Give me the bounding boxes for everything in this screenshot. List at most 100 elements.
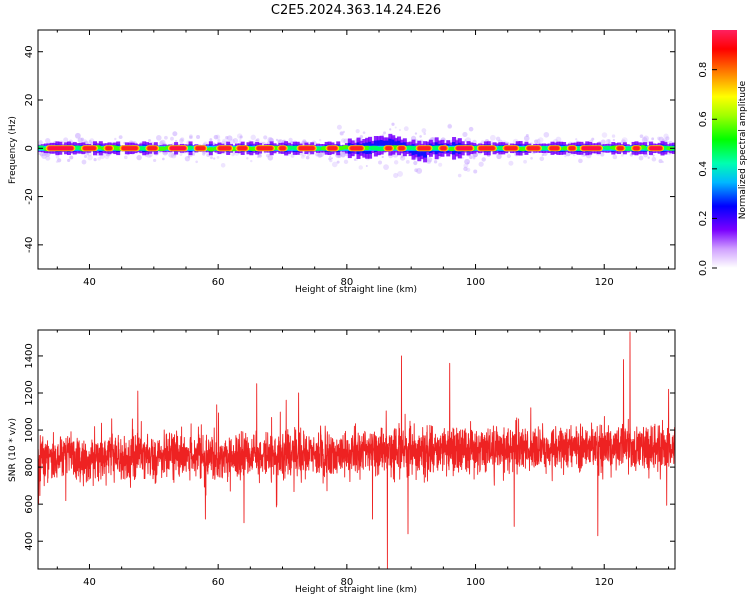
heatmap-xtick-label: 80	[340, 277, 353, 288]
heatmap-haze	[250, 134, 256, 141]
heatmap-haze	[534, 139, 539, 144]
heatmap-haze	[202, 152, 206, 156]
heatmap-haze	[461, 156, 464, 160]
heatmap-cell	[379, 139, 384, 151]
heatmap-haze	[416, 167, 423, 174]
heatmap-peak	[649, 146, 663, 151]
heatmap-haze	[86, 152, 90, 156]
snr-ytick-label: 1400	[24, 343, 35, 368]
heatmap-haze	[506, 153, 511, 159]
heatmap-frame	[37, 29, 676, 270]
heatmap-haze	[421, 128, 427, 133]
heatmap-cell	[391, 139, 396, 151]
heatmap-haze	[658, 136, 664, 143]
heatmap-haze	[104, 154, 110, 160]
heatmap-peak	[633, 146, 640, 151]
heatmap-haze	[473, 169, 478, 174]
heatmap-haze	[87, 155, 93, 161]
heatmap-panel: 40 60 80 100 120 -40 -20 0 20 40 Height of straig…	[8, 29, 676, 295]
heatmap-haze	[423, 132, 426, 136]
heatmap-haze	[523, 135, 530, 142]
heatmap-haze	[220, 162, 226, 168]
heatmap-xtick-label: 60	[212, 277, 225, 288]
heatmap-ytick-label: 0	[24, 145, 35, 151]
heatmap-haze	[162, 157, 165, 161]
heatmap-haze	[426, 156, 433, 163]
heatmap-haze	[447, 123, 452, 129]
heatmap-haze	[621, 137, 628, 144]
heatmap-haze	[414, 132, 418, 135]
heatmap-haze	[495, 136, 501, 142]
heatmap-haze	[239, 138, 242, 141]
snr-xlabel: Height of straight line (km)	[295, 585, 417, 595]
heatmap-cell	[186, 145, 194, 150]
heatmap-haze	[318, 138, 322, 142]
heatmap-haze	[77, 137, 83, 143]
heatmap-haze	[153, 158, 157, 163]
heatmap-haze	[63, 137, 69, 143]
heatmap-haze	[572, 153, 576, 157]
heatmap-haze	[239, 135, 243, 139]
heatmap-haze	[189, 135, 193, 140]
heatmap-haze	[342, 130, 346, 134]
heatmap-xlabel: Height of straight line (km)	[295, 285, 417, 295]
heatmap-haze	[250, 159, 253, 163]
heatmap-haze	[539, 156, 545, 162]
heatmap-haze	[415, 157, 418, 160]
heatmap-haze	[481, 157, 486, 162]
heatmap-haze	[410, 135, 417, 141]
heatmap-haze	[641, 136, 648, 143]
heatmap-haze	[541, 153, 544, 157]
heatmap-haze	[600, 152, 605, 157]
snr-ticks: 40 60 80 100 120 400 600 800 1000 1200 1400	[24, 330, 675, 588]
heatmap-haze	[466, 167, 471, 172]
heatmap-haze	[658, 159, 663, 164]
heatmap-peak	[169, 146, 186, 151]
heatmap-peak	[440, 146, 447, 151]
heatmap-haze	[330, 157, 333, 160]
heatmap-haze	[469, 155, 473, 159]
heatmap-haze	[480, 140, 485, 145]
heatmap-haze	[302, 140, 306, 144]
heatmap-peak	[195, 146, 206, 151]
heatmap-haze	[238, 140, 241, 143]
heatmap-peak	[568, 146, 576, 151]
heatmap-haze	[462, 131, 468, 138]
heatmap-haze	[232, 138, 239, 144]
heatmap-haze	[118, 135, 123, 139]
heatmap-cell	[561, 146, 569, 151]
heatmap-haze	[661, 160, 664, 164]
snr-marks	[38, 331, 675, 569]
heatmap-haze	[612, 138, 615, 142]
heatmap-haze	[355, 129, 360, 134]
heatmap-haze	[343, 138, 349, 144]
heatmap-xtick-label: 100	[466, 277, 485, 288]
heatmap-cell	[394, 141, 399, 150]
heatmap-haze	[38, 151, 42, 155]
heatmap-haze	[463, 166, 468, 172]
heatmap-haze	[172, 131, 178, 137]
heatmap-haze	[336, 160, 340, 164]
heatmap-haze	[473, 152, 478, 158]
heatmap-haze	[403, 126, 409, 132]
heatmap-haze	[607, 139, 611, 143]
heatmap-cell	[363, 145, 371, 151]
heatmap-cell	[341, 145, 350, 150]
colorbar-ticks: 0.0 0.2 0.4 0.6 0.8	[698, 62, 717, 276]
heatmap-peak	[549, 146, 560, 151]
heatmap-haze	[530, 156, 533, 160]
heatmap-cell	[671, 146, 675, 151]
heatmap-haze	[336, 124, 342, 130]
snr-ytick-label: 800	[24, 458, 35, 477]
snr-xtick-label: 60	[212, 577, 225, 588]
snr-ytick-label: 400	[24, 532, 35, 551]
heatmap-haze	[438, 162, 443, 167]
heatmap-haze	[70, 156, 74, 160]
heatmap-peak	[298, 146, 315, 151]
snr-series-line	[38, 331, 675, 569]
heatmap-haze	[213, 134, 219, 140]
heatmap-haze	[155, 135, 162, 141]
heatmap-haze	[400, 155, 404, 159]
heatmap-haze	[578, 158, 583, 164]
